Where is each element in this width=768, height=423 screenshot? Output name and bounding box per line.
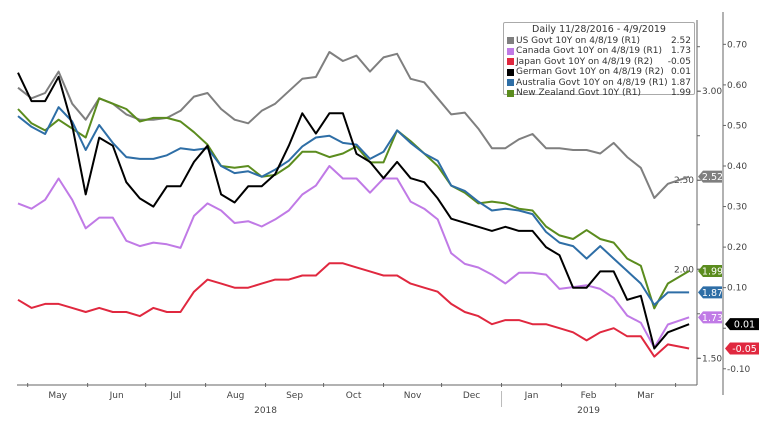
r2-tick-label: 0.70 bbox=[727, 40, 747, 50]
value-tag-shape bbox=[698, 311, 722, 324]
legend-swatch bbox=[507, 37, 514, 45]
value-tag: 1.73 bbox=[698, 311, 723, 324]
x-tick-label: May bbox=[48, 391, 67, 401]
legend-swatch bbox=[507, 89, 514, 97]
value-tag-label: 0.01 bbox=[734, 320, 755, 331]
legend-swatch bbox=[507, 79, 514, 87]
legend-item: German Govt 10Y on 4/8/19 (R2) 0.01 bbox=[507, 67, 691, 78]
r2-tick-label: -0.10 bbox=[727, 365, 751, 375]
x-tick-label: Oct bbox=[346, 391, 362, 401]
value-tag-label: 1.99 bbox=[702, 267, 723, 278]
legend-item: Japan Govt 10Y on 4/8/19 (R2) -0.05 bbox=[507, 57, 691, 68]
series-line-australia bbox=[17, 106, 690, 306]
x-tick-label: Mar bbox=[637, 391, 654, 401]
legend-series-value: 1.73 bbox=[670, 46, 691, 56]
legend-series-name: German Govt 10Y on 4/8/19 (R2) bbox=[516, 67, 664, 77]
value-tag-shape bbox=[698, 286, 722, 299]
legend-title: Daily 11/28/2016 - 4/9/2019 bbox=[532, 24, 666, 35]
legend-series-name: Canada Govt 10Y on 4/8/19 (R1) bbox=[516, 46, 663, 56]
series-line-new bbox=[17, 97, 690, 310]
series-line-us bbox=[17, 51, 690, 199]
x-tick-label: Nov bbox=[404, 391, 422, 401]
legend-swatch bbox=[507, 68, 514, 76]
legend-item: Canada Govt 10Y on 4/8/19 (R1) 1.73 bbox=[507, 46, 691, 57]
legend-swatch bbox=[507, 58, 514, 66]
value-tag-label: 2.52 bbox=[702, 172, 723, 183]
x-tick-label: Feb bbox=[581, 391, 597, 401]
legend-series-value: -0.05 bbox=[667, 56, 691, 67]
legend-series-value: 0.01 bbox=[670, 67, 691, 77]
last-value-tags: 2.52 1.73 -0.05 0.01 1.87 1.99 bbox=[698, 170, 759, 355]
series-lines bbox=[17, 51, 690, 358]
r1-tick-label: 3.00 bbox=[702, 87, 722, 97]
x-tick-label: Sep bbox=[286, 391, 303, 401]
r2-tick-label: 0.10 bbox=[727, 284, 747, 294]
year-label: 2019 bbox=[577, 406, 600, 416]
legend-item: US Govt 10Y on 4/8/19 (R1) 2.52 bbox=[507, 36, 691, 47]
value-tag-label: -0.05 bbox=[732, 344, 757, 355]
value-tag: -0.05 bbox=[725, 342, 759, 355]
value-tag: 0.01 bbox=[725, 318, 759, 331]
legend-item: New Zealand Govt 10Y (R1) 1.99 bbox=[507, 88, 691, 99]
legend-series-value: 2.52 bbox=[670, 35, 691, 46]
value-tag-label: 1.73 bbox=[702, 313, 723, 324]
value-tag: 1.99 bbox=[698, 265, 723, 278]
x-tick-label: Aug bbox=[227, 391, 245, 401]
axes: May Jun Jul Aug Sep Oct Nov Dec Jan Feb Mar 2018 201… bbox=[17, 12, 751, 416]
series-line-canada bbox=[17, 165, 690, 349]
r2-tick-label: 0.30 bbox=[727, 203, 747, 213]
value-tag: 2.52 bbox=[698, 170, 723, 183]
value-tag-shape bbox=[698, 265, 722, 278]
value-tag-shape bbox=[725, 342, 759, 355]
legend-series-value: 1.87 bbox=[670, 77, 691, 88]
r2-tick-label: 0.40 bbox=[727, 162, 747, 172]
legend-swatch bbox=[507, 47, 514, 55]
series-line-german bbox=[17, 72, 690, 350]
legend-series-name: US Govt 10Y on 4/8/19 (R1) bbox=[516, 35, 641, 46]
series-line-japan bbox=[17, 262, 690, 358]
r1-tick-label: 1.50 bbox=[702, 354, 722, 364]
r1-tick-label: 2.00 bbox=[674, 265, 694, 275]
x-tick-label: Dec bbox=[463, 391, 480, 401]
legend-item: Australia Govt 10Y on 4/8/19 (R1) 1.87 bbox=[507, 78, 691, 89]
legend-series-value: 1.99 bbox=[670, 88, 691, 98]
r1-tick-label: 2.50 bbox=[674, 176, 694, 186]
legend-series-name: Japan Govt 10Y on 4/8/19 (R2) bbox=[516, 56, 653, 67]
r2-tick-label: 0.20 bbox=[727, 243, 747, 253]
value-tag-shape bbox=[698, 170, 722, 183]
year-label: 2018 bbox=[254, 406, 277, 416]
legend: Daily 11/28/2016 - 4/9/2019 US Govt 10Y … bbox=[503, 22, 695, 98]
value-tag-shape bbox=[725, 318, 759, 331]
legend-series-name: New Zealand Govt 10Y (R1) bbox=[516, 88, 642, 98]
value-tag-label: 1.87 bbox=[702, 288, 723, 299]
r2-tick-label: 0.50 bbox=[727, 121, 747, 131]
r2-tick-label: 0.60 bbox=[727, 81, 747, 91]
x-tick-label: Jun bbox=[109, 391, 124, 401]
x-tick-label: Jul bbox=[169, 391, 181, 401]
x-tick-label: Jan bbox=[524, 391, 539, 401]
legend-series-name: Australia Govt 10Y on 4/8/19 (R1) bbox=[516, 77, 668, 88]
value-tag: 1.87 bbox=[698, 286, 723, 299]
